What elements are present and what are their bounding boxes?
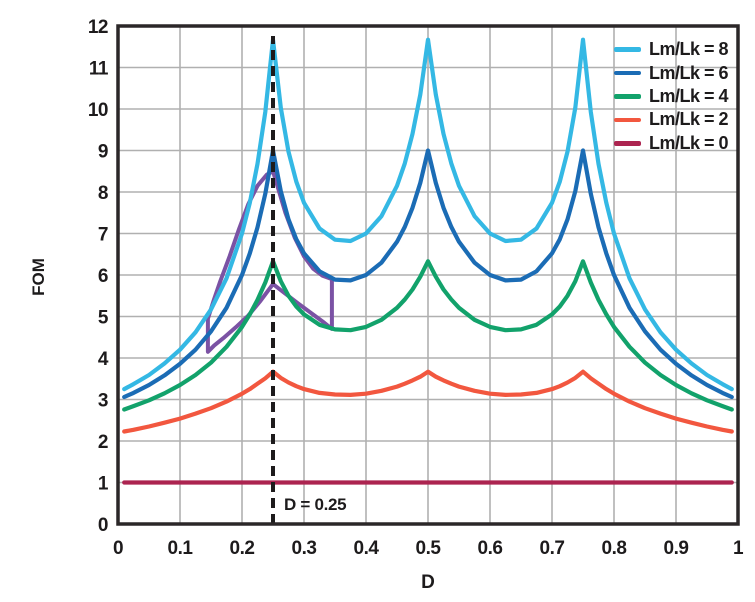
x-tick-label: 0.8: [602, 538, 627, 559]
y-tick-label: 11: [89, 59, 109, 80]
x-tick-label: 0.1: [168, 538, 194, 559]
legend-swatch-icon: [613, 47, 641, 52]
curve-lm-lk-8: [122, 37, 734, 392]
legend-item: Lm/Lk = 0: [613, 132, 729, 155]
legend-swatch-icon: [613, 94, 641, 99]
legend-item-label: Lm/Lk = 2: [648, 109, 729, 130]
duty-cycle-marker-label: D = 0.25: [284, 495, 347, 514]
curve-lm-lk-2: [122, 369, 734, 434]
legend-item-label: Lm/Lk = 8: [648, 39, 729, 60]
y-tick-label: 6: [98, 266, 108, 287]
y-tick-label: 10: [88, 100, 108, 121]
legend-swatch-icon: [613, 140, 641, 146]
legend-swatch-icon: [613, 70, 641, 76]
legend-item-label: Lm/Lk = 0: [648, 132, 729, 153]
x-tick-label: 0.3: [292, 538, 317, 559]
legend-item: Lm/Lk = 6: [613, 61, 729, 84]
curve-lm-lk-4: [122, 259, 734, 412]
legend-item: Lm/Lk = 2: [613, 108, 729, 131]
y-tick-label: 7: [98, 225, 108, 246]
series-lines: [122, 37, 734, 485]
x-tick-label: 0.5: [416, 538, 442, 559]
legend: Lm/Lk = 8 Lm/Lk = 6 Lm/Lk = 4 Lm/Lk = 2 Lm/L…: [613, 38, 729, 155]
y-tick-label: 4: [98, 349, 109, 370]
x-tick-label: 1: [733, 538, 744, 559]
x-tick-label: 0.7: [540, 538, 565, 559]
legend-item: Lm/Lk = 8: [613, 38, 729, 61]
highlight-region-outline: [205, 169, 334, 354]
x-tick-label: 0.4: [354, 538, 380, 559]
x-tick-label: 0.2: [230, 538, 255, 559]
y-tick-label: 5: [98, 308, 109, 329]
y-tick-label: 2: [98, 432, 108, 453]
curve-lm-lk-6: [122, 148, 734, 400]
x-tick-label: 0.6: [478, 538, 503, 559]
legend-item-label: Lm/Lk = 4: [648, 85, 729, 106]
plot-border: [116, 24, 740, 526]
y-tick-label: 3: [98, 391, 108, 412]
x-tick-label: 0.9: [664, 538, 689, 559]
legend-swatch-icon: [613, 117, 641, 123]
y-tick-label: 8: [98, 183, 108, 204]
y-tick-label: 1: [98, 474, 109, 495]
x-axis-title: D: [421, 572, 435, 593]
y-tick-label: 0: [98, 515, 108, 536]
y-tick-label: 12: [88, 17, 108, 38]
x-tick-labels: 0 0.1 0.2 0.3 0.4 0.5 0.6 0.7 0.8 0.9 1: [113, 538, 745, 559]
y-tick-label: 9: [98, 142, 108, 163]
legend-item: Lm/Lk = 4: [613, 85, 729, 108]
legend-item-label: Lm/Lk = 6: [648, 62, 729, 83]
y-axis-title: FOM: [29, 258, 48, 296]
x-tick-label: 0: [113, 538, 123, 559]
